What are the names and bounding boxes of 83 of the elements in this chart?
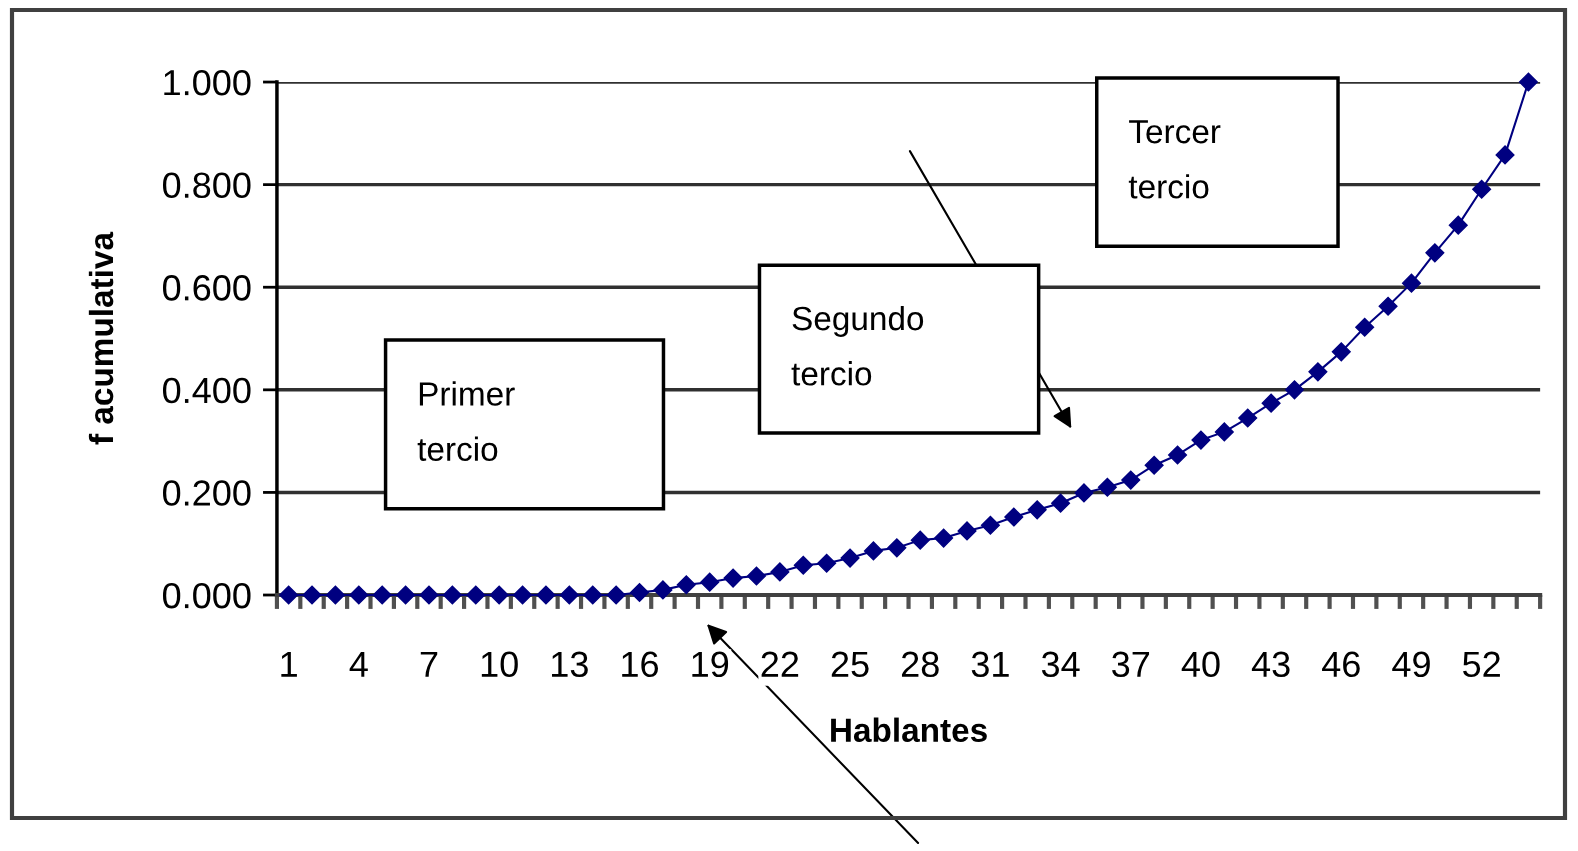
- x-tick-label: 31: [971, 651, 1009, 678]
- point: [1518, 72, 1538, 92]
- y-tick-label: 0.200: [162, 480, 251, 506]
- point: [793, 555, 813, 575]
- y-tick-label: 0.400: [162, 377, 251, 404]
- point: [513, 585, 533, 605]
- point: [396, 585, 416, 605]
- point: [1472, 179, 1492, 199]
- point: [1401, 273, 1422, 293]
- point: [372, 585, 392, 605]
- point: [676, 575, 696, 595]
- x-tick-label: 40: [1181, 651, 1220, 678]
- x-tick-label: 1: [281, 651, 297, 677]
- point: [349, 585, 369, 605]
- point: [536, 585, 556, 605]
- point: [559, 585, 579, 605]
- point: [863, 541, 883, 561]
- point: [1495, 145, 1515, 165]
- x-tick-label: 7: [420, 651, 438, 677]
- x-tick-label: 4: [349, 651, 368, 677]
- point: [910, 530, 930, 550]
- point: [279, 585, 299, 605]
- point: [980, 515, 1000, 535]
- point: [1121, 470, 1141, 490]
- point: [653, 580, 673, 600]
- y-tick-label: 0.600: [162, 275, 251, 301]
- point: [840, 548, 860, 568]
- point: [1448, 215, 1468, 235]
- point: [629, 582, 650, 602]
- point: [1074, 483, 1094, 503]
- x-tick-label: 49: [1392, 651, 1430, 678]
- y-tick-label: 1.000: [164, 69, 251, 96]
- point: [1355, 317, 1375, 337]
- point: [1214, 422, 1234, 442]
- point: [1425, 243, 1445, 263]
- y-axis-title: f acumulativa: [88, 231, 114, 445]
- point: [606, 585, 626, 605]
- point: [1144, 455, 1164, 475]
- x-tick-label: 43: [1251, 651, 1290, 678]
- point: [1261, 393, 1281, 413]
- annotation: Primer tercio: [417, 381, 515, 462]
- x-tick-label: 46: [1322, 651, 1360, 678]
- point: [1004, 507, 1024, 527]
- x-tick-label: 22: [761, 651, 799, 677]
- annotation: Segundo tercio: [791, 305, 924, 386]
- point: [1027, 500, 1047, 520]
- point: [1238, 408, 1258, 428]
- point: [1191, 430, 1211, 450]
- point: [442, 585, 462, 605]
- point: [1308, 362, 1328, 382]
- point: [746, 566, 767, 586]
- point: [419, 585, 439, 605]
- point: [723, 568, 743, 588]
- point: [325, 585, 345, 605]
- point: [1378, 296, 1398, 316]
- x-tick-label: 10: [481, 651, 518, 678]
- point: [1097, 477, 1117, 497]
- x-tick-label: 13: [552, 651, 588, 678]
- x-tick-label: 19: [692, 651, 729, 678]
- point: [957, 521, 977, 541]
- point: [817, 553, 837, 573]
- x-tick-label: 16: [622, 651, 659, 678]
- point: [700, 572, 720, 592]
- point: [934, 528, 954, 548]
- point: [1284, 380, 1305, 400]
- x-tick-label: 34: [1041, 651, 1080, 678]
- annotation: Tercer tercio: [1128, 120, 1221, 199]
- point: [489, 585, 509, 605]
- point: [466, 585, 486, 605]
- point: [1331, 342, 1351, 362]
- point: [583, 585, 603, 605]
- y-tick-label: 0.000: [162, 582, 251, 609]
- point: [887, 538, 907, 558]
- x-tick-label: 28: [901, 651, 939, 678]
- x-tick-label: 37: [1112, 651, 1150, 678]
- point: [770, 562, 790, 582]
- point: [1168, 445, 1188, 465]
- y-tick-label: 0.800: [162, 172, 251, 199]
- point: [302, 585, 322, 605]
- x-tick-label: 52: [1463, 651, 1500, 678]
- x-tick-label: 25: [831, 651, 869, 678]
- x-axis-title: Hablantes: [831, 717, 987, 743]
- point: [1051, 493, 1071, 513]
